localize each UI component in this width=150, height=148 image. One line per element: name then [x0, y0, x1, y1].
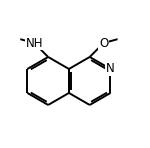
Text: O: O — [99, 37, 108, 50]
Text: N: N — [106, 62, 115, 75]
Text: NH: NH — [26, 37, 43, 50]
